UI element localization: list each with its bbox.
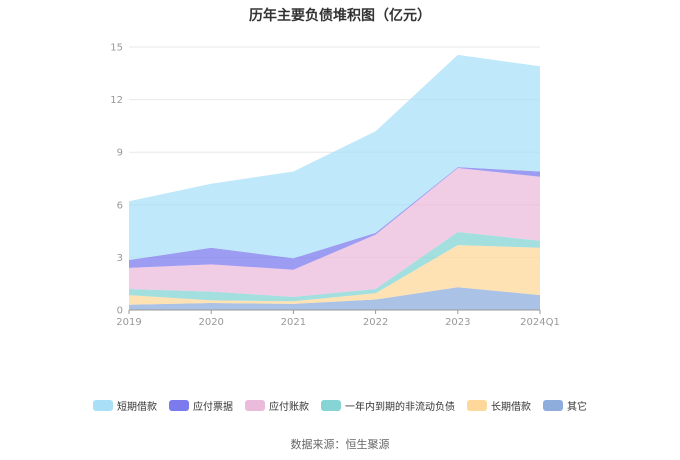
legend-item-应付账款[interactable]: 应付账款 <box>245 398 309 413</box>
area-series-长期借款[interactable] <box>129 245 540 305</box>
legend-label: 其它 <box>567 402 587 413</box>
area-series-一年内到期的非流动负债[interactable] <box>129 232 540 302</box>
legend-label: 短期借款 <box>117 402 157 413</box>
y-tick-label: 15 <box>110 43 123 54</box>
area-series-应付票据[interactable] <box>129 167 540 270</box>
data-source: 数据来源：恒生聚源 <box>290 438 390 451</box>
legend-swatch <box>169 400 189 411</box>
area-series-其它[interactable] <box>129 287 540 310</box>
legend-item-短期借款[interactable]: 短期借款 <box>93 398 157 413</box>
legend-swatch <box>245 400 265 411</box>
x-tick-label: 2024Q1 <box>520 317 560 328</box>
legend-item-一年内到期的非流动负债[interactable]: 一年内到期的非流动负债 <box>321 398 455 413</box>
legend-swatch <box>467 400 487 411</box>
legend-label: 应付账款 <box>269 402 309 413</box>
x-tick-label: 2023 <box>445 317 470 328</box>
area-series-应付账款[interactable] <box>129 168 540 297</box>
legend-label: 一年内到期的非流动负债 <box>345 402 455 413</box>
stacked-area-chart: 0 3 6 9 12 15 2019 2020 2021 2022 2023 2024Q1 <box>110 43 560 329</box>
x-tick-label: 2022 <box>363 317 388 328</box>
legend-swatch <box>543 400 563 411</box>
legend-swatch <box>321 400 341 411</box>
x-tick-label: 2021 <box>281 317 306 328</box>
area-series-短期借款[interactable] <box>129 54 540 261</box>
y-tick-label: 6 <box>117 200 123 211</box>
legend-label: 应付票据 <box>193 402 233 413</box>
y-tick-label: 12 <box>110 95 123 106</box>
legend-item-长期借款[interactable]: 长期借款 <box>467 398 531 413</box>
legend-item-其它[interactable]: 其它 <box>543 398 587 413</box>
x-tick-label: 2019 <box>116 317 141 328</box>
legend: 短期借款 应付票据 应付账款 一年内到期的非流动负债 长期借款 其它 <box>0 398 680 413</box>
legend-item-应付票据[interactable]: 应付票据 <box>169 398 233 413</box>
area-series-group <box>129 54 540 310</box>
legend-label: 长期借款 <box>491 402 531 413</box>
axes: 0 3 6 9 12 15 2019 2020 2021 2022 2023 2024Q1 <box>110 43 560 329</box>
y-tick-label: 9 <box>117 148 123 159</box>
y-tick-label: 0 <box>117 306 123 317</box>
legend-swatch <box>93 400 113 411</box>
x-tick-label: 2020 <box>198 317 223 328</box>
y-tick-label: 3 <box>117 253 123 264</box>
chart-title: 历年主要负债堆积图（亿元） <box>249 8 431 24</box>
